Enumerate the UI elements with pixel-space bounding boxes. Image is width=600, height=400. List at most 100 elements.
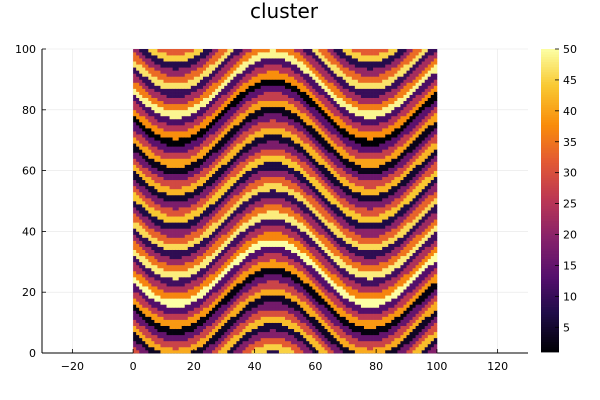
heatmap-cell [178, 298, 183, 302]
heatmap-cell [193, 161, 198, 165]
heatmap-cell [215, 70, 219, 74]
heatmap-cell [212, 304, 216, 308]
heatmap-cell [263, 134, 268, 138]
heatmap-cell [221, 173, 225, 178]
heatmap-cell [151, 64, 155, 68]
heatmap-cell [230, 67, 234, 71]
heatmap-cell [202, 167, 207, 171]
heatmap-cell [260, 106, 265, 111]
heatmap-cell [206, 313, 210, 317]
heatmap-cell [215, 146, 219, 150]
heatmap-cell [172, 343, 176, 348]
heatmap-cell [139, 249, 143, 254]
heatmap-cell [160, 161, 164, 165]
heatmap-cell [281, 258, 286, 263]
heatmap-cell [196, 225, 201, 229]
heatmap-cell [151, 94, 155, 98]
heatmap-cell [154, 210, 158, 214]
heatmap-cell [199, 79, 204, 83]
heatmap-cell [206, 155, 210, 159]
heatmap-cell [190, 331, 195, 336]
heatmap-cell [166, 343, 170, 348]
heatmap-cell [236, 280, 240, 284]
heatmap-cell [190, 197, 195, 202]
heatmap-cell [248, 246, 252, 250]
heatmap-cell [239, 222, 243, 226]
heatmap-cell [215, 331, 219, 336]
heatmap-cell [260, 85, 265, 89]
heatmap-cell [163, 316, 167, 320]
heatmap-cell [160, 307, 164, 311]
heatmap-cell [248, 283, 252, 287]
heatmap-cell [151, 115, 155, 120]
heatmap-cell [181, 73, 186, 77]
heatmap-cell [275, 213, 280, 217]
heatmap-cell [148, 79, 152, 83]
heatmap-cell [175, 255, 180, 260]
heatmap-cell [172, 201, 176, 205]
heatmap-cell [175, 70, 180, 74]
heatmap-cell [190, 170, 195, 174]
heatmap-cell [139, 237, 143, 241]
heatmap-cell [184, 121, 189, 126]
heatmap-cell [199, 277, 204, 281]
heatmap-cell [163, 73, 167, 77]
heatmap-cell [215, 185, 219, 190]
heatmap-cell [133, 188, 137, 193]
heatmap-cell [242, 289, 246, 293]
heatmap-cell [227, 286, 231, 290]
heatmap-cell [221, 304, 225, 308]
heatmap-cell [227, 304, 231, 308]
heatmap-cell [248, 219, 252, 223]
heatmap-cell [251, 176, 255, 181]
heatmap-cell [245, 322, 249, 326]
heatmap-cell [230, 191, 234, 196]
chart-title: cluster [250, 0, 319, 23]
heatmap-cell [145, 103, 149, 108]
heatmap-cell [224, 67, 228, 71]
heatmap-cell [148, 286, 152, 290]
heatmap-cell [239, 286, 243, 290]
heatmap-cell [263, 76, 268, 80]
heatmap-cell [242, 70, 246, 74]
heatmap-cell [190, 313, 195, 317]
heatmap-cell [172, 97, 176, 102]
heatmap-cell [160, 295, 164, 299]
heatmap-cell [187, 125, 192, 129]
heatmap-cell [193, 219, 198, 223]
heatmap-cell [272, 131, 277, 135]
heatmap-cell [139, 252, 143, 257]
heatmap-cell [175, 76, 180, 80]
heatmap-cell [212, 158, 216, 162]
heatmap-cell [212, 97, 216, 102]
heatmap-cell [269, 164, 274, 168]
heatmap-cell [184, 170, 189, 174]
heatmap-cell [175, 261, 180, 266]
heatmap-cell [175, 73, 180, 77]
heatmap-cell [199, 152, 204, 156]
heatmap-cell [166, 325, 170, 330]
heatmap-cell [239, 52, 243, 56]
heatmap-cell [193, 155, 198, 159]
heatmap-cell [166, 246, 170, 250]
heatmap-cell [230, 70, 234, 74]
heatmap-cell [230, 176, 234, 181]
heatmap-cell [160, 185, 164, 190]
heatmap-cell [248, 152, 252, 156]
heatmap-cell [242, 185, 246, 190]
heatmap-cell [275, 228, 280, 232]
heatmap-cell [184, 289, 189, 293]
heatmap-cell [275, 64, 280, 68]
heatmap-cell [215, 204, 219, 208]
heatmap-cell [157, 137, 161, 141]
heatmap-cell [254, 155, 259, 159]
heatmap-cell [245, 134, 249, 138]
heatmap-cell [175, 176, 180, 181]
heatmap-cell [163, 325, 167, 330]
heatmap-cell [199, 197, 204, 202]
heatmap-cell [221, 210, 225, 214]
heatmap-cell [239, 243, 243, 247]
heatmap-cell [148, 115, 152, 120]
heatmap-cell [245, 313, 249, 317]
heatmap-cell [212, 76, 216, 80]
